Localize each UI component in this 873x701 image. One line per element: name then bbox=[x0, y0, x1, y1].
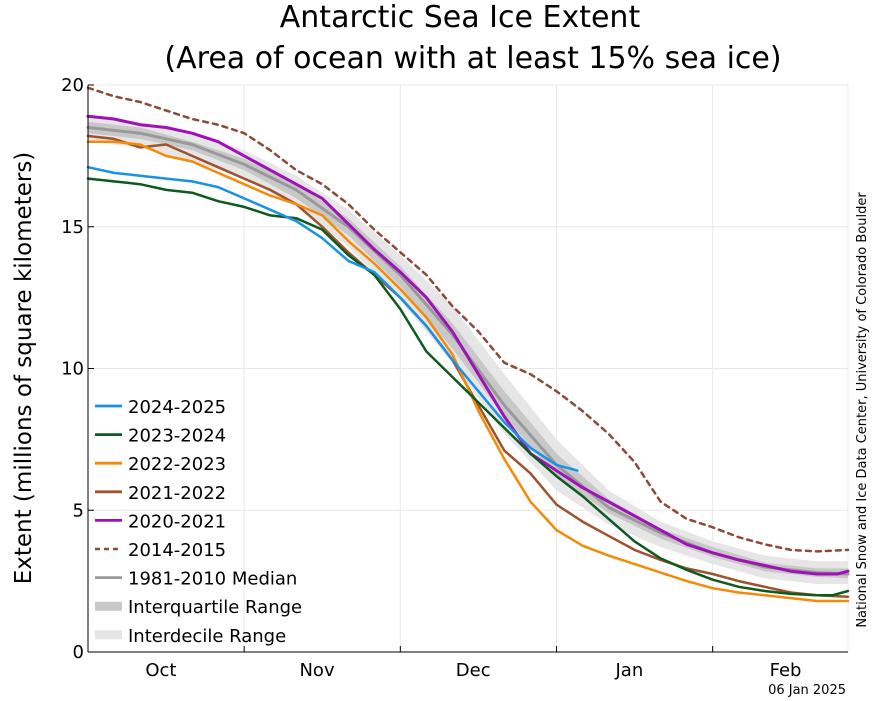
legend-label: Interquartile Range bbox=[128, 597, 302, 618]
chart-title: Antarctic Sea Ice Extent bbox=[280, 0, 641, 35]
legend-item: 2024-2025 bbox=[95, 397, 226, 418]
date-stamp: 06 Jan 2025 bbox=[768, 683, 846, 698]
interquartile-range-band bbox=[88, 121, 848, 579]
y-tick-label: 20 bbox=[61, 75, 84, 96]
legend-item: 2023-2024 bbox=[95, 426, 226, 447]
chart-legend: 2024-2025 2023-2024 2022-2023 2021-2022 2020… bbox=[95, 397, 302, 647]
legend-item: 2021-2022 bbox=[95, 483, 226, 504]
series-lines bbox=[86, 86, 850, 603]
legend-label: 1981-2010 Median bbox=[128, 569, 297, 590]
legend-label: Interdecile Range bbox=[128, 626, 286, 647]
legend-label: 2023-2024 bbox=[128, 426, 226, 447]
legend-item: 2022-2023 bbox=[95, 454, 226, 475]
y-tick-label: 5 bbox=[73, 500, 84, 521]
series-line-2020-2021 bbox=[86, 114, 850, 576]
legend-label: 2024-2025 bbox=[128, 397, 226, 418]
x-tick-label: Dec bbox=[456, 660, 491, 681]
legend-item: 2014-2015 bbox=[95, 540, 226, 561]
y-tick-label: 0 bbox=[73, 642, 84, 663]
y-tick-label: 15 bbox=[61, 217, 84, 238]
x-tick-label: Feb bbox=[770, 660, 802, 681]
x-tick-label: Jan bbox=[614, 660, 643, 681]
series-line-2023-2024 bbox=[86, 177, 850, 597]
legend-item: 2020-2021 bbox=[95, 511, 226, 532]
legend-label: 2021-2022 bbox=[128, 483, 226, 504]
x-tick-label: Oct bbox=[145, 660, 176, 681]
series-line-2014-2015 bbox=[86, 86, 850, 553]
legend-label: 2022-2023 bbox=[128, 454, 226, 475]
range-bands bbox=[88, 116, 848, 584]
legend-label: 2014-2015 bbox=[128, 540, 226, 561]
y-axis-label: Extent (millions of square kilometers) bbox=[11, 152, 37, 585]
legend-item: Interdecile Range bbox=[95, 626, 286, 647]
legend-label: 2020-2021 bbox=[128, 511, 226, 532]
y-tick-label: 10 bbox=[61, 359, 84, 380]
x-tick-label: Nov bbox=[299, 660, 334, 681]
legend-item: Interquartile Range bbox=[95, 597, 302, 618]
series-line-2022-2023 bbox=[86, 140, 850, 603]
y-axis-ticks: 0 5 10 15 20 bbox=[61, 75, 94, 663]
gridlines bbox=[88, 84, 849, 652]
credit-text: National Snow and Ice Data Center, Unive… bbox=[855, 192, 870, 628]
legend-item: 1981-2010 Median bbox=[95, 569, 297, 590]
chart-subtitle: (Area of ocean with at least 15% sea ice… bbox=[164, 41, 781, 76]
series-line-2024-2025 bbox=[86, 165, 579, 472]
x-axis-ticks: Oct Nov Dec Jan Feb bbox=[145, 646, 801, 681]
